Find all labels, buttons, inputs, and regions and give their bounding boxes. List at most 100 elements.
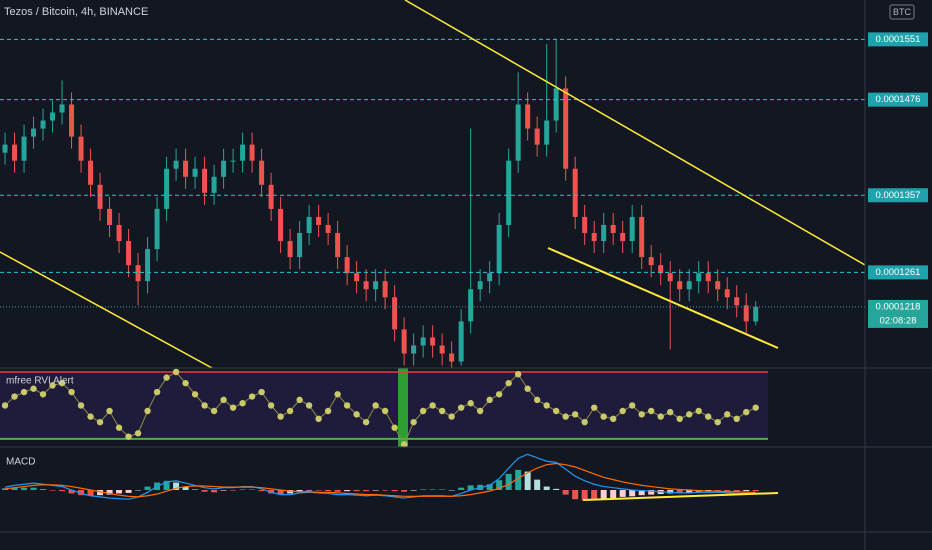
rvi-dot [714, 418, 721, 426]
histogram-bar [296, 490, 303, 492]
rvi-dot [277, 413, 284, 420]
rvi-dot [77, 402, 85, 409]
candle-body [572, 168, 578, 217]
histogram-bar [2, 488, 9, 490]
histogram-bar [106, 490, 113, 495]
rvi-dot [229, 404, 237, 411]
histogram-bar [220, 490, 227, 491]
candle-body [705, 273, 711, 282]
candle-body [382, 281, 388, 298]
candle-body [12, 144, 18, 161]
chart-title: Tezos / Bitcoin, 4h, BINANCE [4, 6, 148, 18]
rvi-dot [11, 393, 18, 400]
rvi-dot [68, 388, 75, 396]
candle-body [677, 281, 683, 290]
candle-body [534, 128, 540, 145]
rvi-dot [391, 424, 398, 431]
rvi-dot [267, 402, 275, 409]
rvi-dot [733, 415, 740, 423]
histogram-bar [239, 489, 246, 490]
candle-body [325, 224, 331, 234]
rvi-dot [87, 413, 94, 420]
histogram-bar [458, 487, 465, 490]
rvi-dot [239, 400, 246, 407]
candle-body [88, 160, 94, 185]
rvi-dot [638, 411, 645, 418]
level-box [868, 265, 928, 280]
histogram-bar [144, 486, 151, 490]
rvi-dot [562, 413, 569, 420]
rvi-dot [58, 379, 66, 387]
histogram-bar [743, 490, 750, 492]
candle-body [525, 104, 531, 129]
rvi-dot [1, 402, 9, 409]
rvi-dot [30, 385, 37, 392]
candle-body [439, 345, 445, 354]
histogram-bar [524, 471, 531, 490]
candle-body [563, 88, 569, 169]
histogram-bar [315, 490, 322, 491]
histogram-bar [448, 490, 455, 491]
candle-body [468, 289, 474, 322]
histogram-bar [49, 490, 56, 491]
rvi-dot [296, 396, 303, 404]
rvi-dot [220, 396, 227, 404]
candle-body [306, 216, 312, 234]
indicator-title: mfree RVI Alert [6, 376, 74, 387]
rvi-dot [600, 413, 607, 420]
candle-body [696, 273, 702, 282]
candle-body [715, 281, 721, 290]
candle-body [164, 168, 170, 209]
candle-body [173, 160, 179, 169]
candle-body [629, 216, 635, 242]
candle-body [363, 281, 369, 290]
last-price-label: 0.0001218 [876, 301, 921, 312]
rvi-dot [552, 407, 560, 415]
histogram-bar [68, 490, 75, 494]
rvi-dot [334, 391, 341, 398]
candle-body [126, 241, 132, 266]
histogram-bar [97, 490, 104, 496]
rvi-dot [486, 396, 493, 404]
histogram-bar [306, 490, 313, 491]
candle-body [601, 224, 607, 242]
rvi-dot [134, 430, 142, 437]
rvi-dot [457, 404, 465, 411]
histogram-bar [676, 490, 683, 494]
histogram-bar [515, 469, 522, 490]
rvi-dot [353, 411, 360, 418]
axis: 0.0001551 0.0001476 0.0001357 0.0001261 0.00… [868, 32, 928, 328]
histogram-bar [733, 490, 740, 492]
candle-body [734, 297, 740, 306]
histogram-bar [629, 490, 636, 497]
rvi-dot [410, 418, 417, 426]
histogram-bar [496, 480, 503, 490]
histogram-bar [277, 490, 284, 495]
level-label: 0.0001261 [876, 267, 921, 278]
candle-body [515, 104, 521, 161]
candle-body [420, 337, 426, 346]
candle-body [278, 208, 284, 242]
histogram-bar [163, 480, 170, 490]
rvi-dot [695, 407, 702, 415]
rvi-dot [590, 404, 598, 411]
candle-body [477, 281, 483, 290]
candle-body [582, 216, 588, 234]
candle-body [2, 144, 8, 153]
rvi-dot [115, 424, 123, 431]
trend-line [0, 251, 213, 369]
histogram-bar [249, 489, 256, 490]
rvi-dot [667, 408, 674, 416]
candle-body [487, 273, 493, 282]
rvi-dot [258, 388, 265, 396]
rvi-dot [343, 402, 351, 409]
candle-body [249, 144, 255, 161]
rvi-dot [476, 407, 484, 415]
rvi-dot [362, 418, 370, 426]
candle-body [202, 168, 208, 193]
candle-body [154, 208, 160, 250]
rvi-dot [581, 418, 588, 426]
rvi-dot [495, 391, 503, 398]
histogram-bar [467, 485, 474, 490]
rvi-dot [609, 415, 617, 423]
